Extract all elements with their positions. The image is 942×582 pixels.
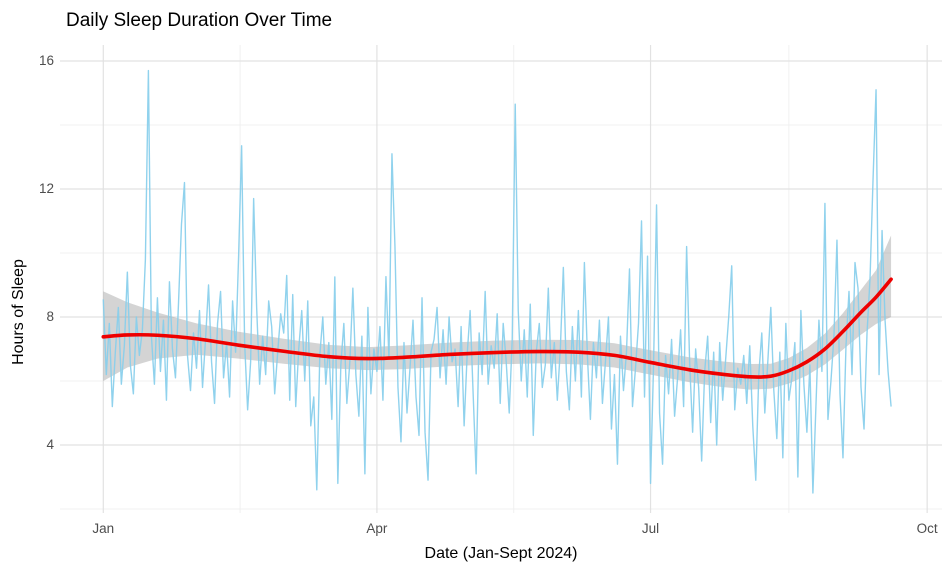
chart-title: Daily Sleep Duration Over Time: [66, 10, 333, 31]
confidence-band: [103, 235, 892, 390]
x-axis-tick-label: Jan: [92, 521, 115, 536]
y-axis-tick-label: 8: [46, 309, 54, 324]
y-axis-tick-label: 16: [38, 53, 54, 68]
x-axis-tick-label: Jul: [641, 521, 660, 536]
y-axis-tick-label: 4: [46, 437, 54, 452]
loess-smooth-line: [101, 277, 893, 379]
y-axis-tick-label: 12: [38, 181, 54, 196]
daily-sleep-line: [102, 69, 892, 494]
x-axis-tick-label: Oct: [916, 521, 938, 536]
x-axis-tick-label: Apr: [366, 521, 388, 536]
x-axis-title: Date (Jan-Sept 2024): [424, 545, 578, 562]
